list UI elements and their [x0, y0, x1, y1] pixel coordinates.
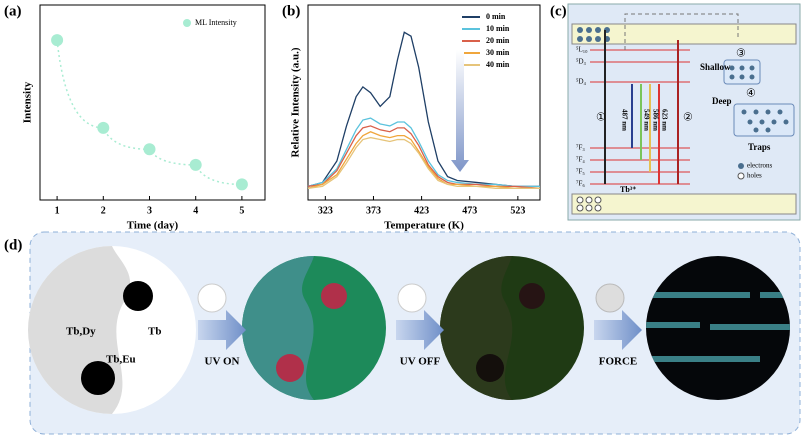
legend-label: electrons [747, 162, 773, 170]
x-tick-label: 423 [414, 205, 429, 216]
level-label: ⁷F₅ [576, 168, 585, 176]
point [189, 158, 202, 171]
trap-label: Deep [712, 96, 732, 106]
x-tick-label: 373 [366, 205, 381, 216]
step-label: ③ [736, 48, 746, 60]
panel-label: (d) [4, 237, 22, 253]
x-axis-label: Time (day) [127, 220, 179, 232]
legend-label: 40 min [486, 60, 510, 69]
level-label: ⁷F₆ [576, 180, 585, 188]
point [97, 121, 110, 134]
trap-electrons [729, 65, 789, 133]
state-force [646, 256, 790, 400]
trend-line [56, 40, 242, 186]
point [51, 34, 64, 47]
step-label: ① [596, 112, 606, 124]
legend-hole [737, 172, 745, 180]
x-tick-label: 2 [101, 205, 106, 216]
x-axis-label: Temperature (K) [384, 220, 464, 232]
trap-label: Shallow [700, 62, 731, 72]
sample-circle [28, 246, 196, 414]
legend-label: ML Intensity [195, 18, 237, 27]
x-tick-label: 5 [239, 205, 244, 216]
transition-label: 586 nm [651, 109, 659, 131]
x-tick-label: 473 [462, 205, 477, 216]
level-label: ⁵L₁₀ [576, 46, 588, 54]
state-uv-off [440, 256, 584, 400]
step-label: ④ [746, 88, 756, 100]
legend-label: 0 min [486, 12, 506, 21]
level-label: ⁵D₃ [576, 58, 586, 66]
y-axis-label: Intensity [22, 81, 34, 123]
transition-label: 487 nm [620, 109, 628, 131]
trap-label: Traps [748, 142, 771, 152]
process-arrows [197, 283, 642, 350]
level-label: ⁵D₄ [576, 78, 586, 86]
step-label: UV ON [205, 356, 240, 368]
legend-electron [738, 163, 744, 169]
legend-label: 30 min [486, 48, 510, 57]
legend-marker [183, 19, 191, 27]
step-label: FORCE [599, 356, 638, 368]
step-label: ② [683, 112, 693, 124]
x-tick-label: 4 [193, 205, 198, 216]
trap-path [624, 13, 739, 50]
state-uv-on [242, 256, 386, 400]
x-tick-label: 3 [147, 205, 152, 216]
transition-label: 549 nm [642, 109, 650, 131]
panel-label: (b) [282, 3, 300, 19]
panel-label: (a) [4, 3, 22, 19]
energy-diagram: ⁵L₁₀ ⁵D₃ ⁵D₄ ⁷F₃ ⁷F₄ ⁷F₅ ⁷F₆ Tb³⁺ 487 nm… [567, 3, 801, 221]
x-tick-label: 1 [55, 205, 60, 216]
emission-arrows [604, 30, 679, 184]
legend-label: holes [747, 172, 762, 180]
point [235, 178, 248, 191]
series-line [307, 125, 541, 189]
region-label: Tb,Eu [106, 354, 136, 366]
plot-frame [39, 4, 266, 201]
point [143, 143, 156, 156]
band-holes [576, 196, 602, 212]
conduction-band [571, 23, 797, 45]
plot-frame [307, 4, 541, 201]
decay-arrow [451, 50, 469, 172]
y-axis-label: Relative Intensity (a.u.) [290, 47, 302, 157]
ion-label: Tb³⁺ [620, 185, 636, 194]
level-label: ⁷F₄ [576, 156, 585, 164]
series-line [307, 136, 540, 189]
panel-label: (c) [550, 3, 567, 19]
valence-band [571, 193, 797, 215]
x-tick-label: 323 [318, 205, 333, 216]
legend-label: 20 min [486, 36, 510, 45]
series-line [307, 131, 540, 189]
region-label: Tb,Dy [66, 326, 96, 338]
region-label: Tb [148, 326, 161, 338]
series-line [307, 117, 540, 187]
level-label: ⁷F₃ [576, 144, 585, 152]
series-line [307, 31, 540, 187]
x-tick-label: 523 [510, 205, 525, 216]
levels [590, 49, 690, 185]
transition-label: 623 nm [660, 109, 668, 131]
step-label: UV OFF [400, 356, 441, 368]
legend-label: 10 min [486, 24, 510, 33]
